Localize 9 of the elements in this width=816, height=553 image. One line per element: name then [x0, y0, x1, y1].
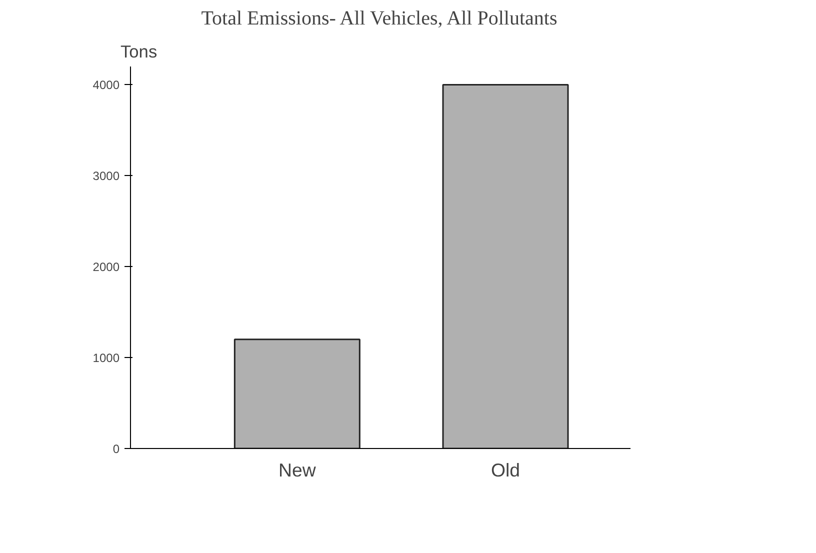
chart-title: Total Emissions- All Vehicles, All Pollutants: [201, 8, 558, 30]
x-tick-label: Old: [490, 460, 520, 480]
y-axis-title: Tons: [120, 42, 158, 62]
x-tick-label: New: [278, 460, 316, 480]
y-tick-label: 3000: [92, 169, 120, 184]
y-tick-label: 1000: [92, 351, 120, 366]
y-tick-label: 2000: [92, 260, 120, 274]
y-tick-label: 0: [112, 442, 120, 456]
y-tick-label: 4000: [92, 78, 120, 92]
